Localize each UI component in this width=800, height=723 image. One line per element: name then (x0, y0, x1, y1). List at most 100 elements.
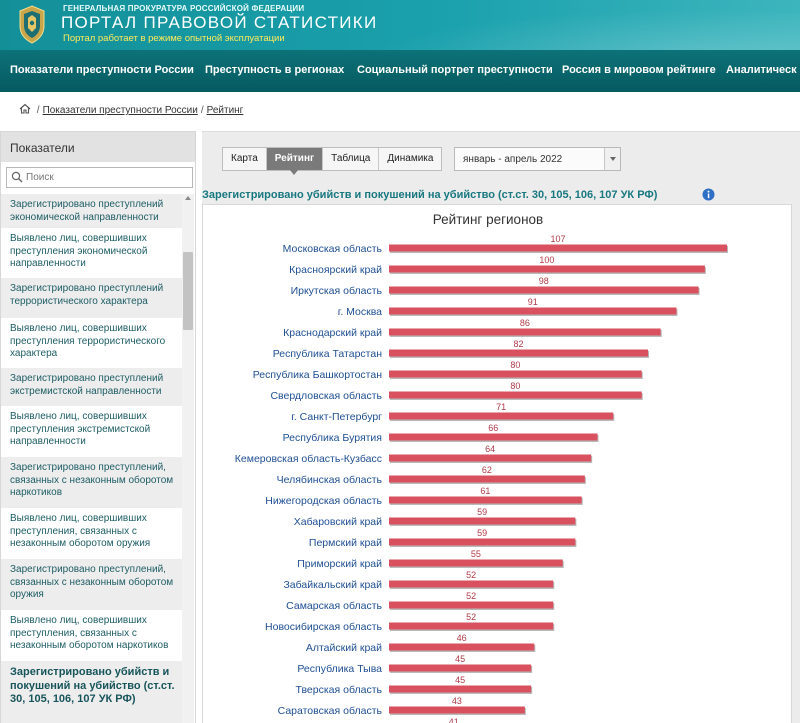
tab-map[interactable]: Карта (223, 148, 267, 170)
bar[interactable] (389, 559, 563, 567)
bar-value-label: 66 (488, 423, 498, 433)
bar-value-label: 64 (485, 444, 495, 454)
nav-item-analytics[interactable]: Аналитическ (726, 64, 797, 76)
sidebar-item-extremist-persons[interactable]: Выявлено лиц, совершивших преступления э… (10, 411, 151, 447)
bar[interactable] (389, 706, 525, 714)
bar[interactable] (389, 265, 705, 273)
bar[interactable] (389, 601, 554, 609)
category-label: Пермский край (309, 537, 382, 549)
bar-value-label: 55 (471, 549, 481, 559)
chart-title: Рейтинг регионов (433, 212, 543, 227)
category-label: Саратовская область (278, 705, 383, 717)
sidebar-title: Показатели (10, 141, 75, 155)
search-box[interactable] (6, 167, 193, 188)
category-label: Хабаровский край (294, 516, 382, 528)
bar-value-label: 52 (466, 612, 476, 622)
sidebar-item-weapons-persons[interactable]: Выявлено лиц, совершивших преступления, … (10, 513, 151, 549)
bar-value-label: 98 (539, 276, 549, 286)
category-label: Республика Татарстан (273, 348, 383, 360)
bar[interactable] (389, 391, 642, 399)
bar[interactable] (389, 643, 535, 651)
search-icon (11, 171, 23, 183)
sidebar-item-drug-persons[interactable]: Выявлено лиц, совершивших преступления, … (10, 615, 169, 651)
category-label: Красноярский край (289, 264, 382, 276)
nav-item-crime-indicators[interactable]: Показатели преступности России (10, 64, 194, 76)
sidebar-item-murders[interactable]: Зарегистрировано убийств и покушений на … (1, 661, 182, 723)
chevron-down-icon[interactable] (604, 148, 620, 170)
category-label: г. Москва (338, 306, 382, 318)
info-icon[interactable] (702, 188, 715, 201)
tab-table[interactable]: Таблица (323, 148, 380, 170)
bar-value-label: 82 (514, 339, 524, 349)
category-label: Самарская область (286, 600, 382, 612)
breadcrumb-link-crime-indicators[interactable]: Показатели преступности России (42, 105, 198, 116)
section-title: Зарегистрировано убийств и покушений на … (202, 189, 658, 201)
bar[interactable] (389, 475, 585, 483)
bar-value-label: 59 (477, 528, 487, 538)
bar[interactable] (389, 286, 699, 294)
category-label: Нижегородская область (265, 495, 382, 507)
bar[interactable] (389, 433, 598, 441)
bar-value-label: 46 (457, 633, 467, 643)
nav-item-regions[interactable]: Преступность в регионах (205, 64, 345, 76)
category-label: Новосибирская область (265, 621, 382, 633)
category-label: Республика Бурятия (283, 432, 382, 444)
bar[interactable] (389, 685, 532, 693)
bar[interactable] (389, 454, 592, 462)
bar-value-label: 100 (539, 255, 554, 265)
bar-value-label: 41 (449, 717, 459, 723)
bar[interactable] (389, 538, 576, 546)
sidebar-item-extremist-crimes[interactable]: Зарегистрировано преступлений экстремист… (1, 368, 182, 406)
bar-value-label: 45 (455, 675, 465, 685)
sidebar-item-economic-persons[interactable]: Выявлено лиц, совершивших преступления э… (10, 233, 148, 269)
breadcrumb-link-rating[interactable]: Рейтинг (206, 105, 244, 116)
sidebar-item-drug-crimes[interactable]: Зарегистрировано преступлений, связанных… (1, 457, 182, 508)
bar[interactable] (389, 370, 642, 378)
sidebar-item-terror-persons[interactable]: Выявлено лиц, совершивших преступления т… (10, 323, 166, 359)
nav-item-world-rating[interactable]: Россия в мировом рейтинге (562, 64, 716, 76)
bar[interactable] (389, 496, 582, 504)
category-label: Забайкальский край (283, 579, 382, 591)
bar[interactable] (389, 307, 677, 315)
portal-title[interactable]: ПОРТАЛ ПРАВОВОЙ СТАТИСТИКИ (61, 13, 378, 32)
sidebar-item-weapons-crimes[interactable]: Зарегистрировано преступлений, связанных… (1, 559, 182, 610)
view-tabs: Карта Рейтинг Таблица Динамика (222, 147, 443, 175)
bar-value-label: 86 (520, 318, 530, 328)
bar[interactable] (389, 244, 727, 252)
home-icon[interactable] (19, 103, 31, 114)
scrollbar-thumb[interactable] (183, 252, 193, 330)
nav-item-social-portrait[interactable]: Социальный портрет преступности (357, 64, 553, 76)
bar[interactable] (389, 349, 649, 357)
site-header: ГЕНЕРАЛЬНАЯ ПРОКУРАТУРА РОССИЙСКОЙ ФЕДЕР… (0, 0, 800, 50)
bar-value-label: 62 (482, 465, 492, 475)
bar[interactable] (389, 664, 532, 672)
main-nav: Показатели преступности России Преступно… (0, 50, 800, 92)
sidebar-item-economic-crimes[interactable]: Зарегистрировано преступлений экономичес… (1, 194, 182, 228)
org-name: ГЕНЕРАЛЬНАЯ ПРОКУРАТУРА РОССИЙСКОЙ ФЕДЕР… (63, 4, 305, 13)
tab-dynamics[interactable]: Динамика (387, 153, 434, 164)
category-label: г. Санкт-Петербург (291, 411, 382, 423)
sidebar-item-terror-crimes[interactable]: Зарегистрировано преступлений террористи… (1, 278, 182, 318)
tab-rating[interactable]: Рейтинг (266, 148, 324, 175)
bar[interactable] (389, 412, 614, 420)
bar-value-label: 80 (510, 360, 520, 370)
bar[interactable] (389, 580, 554, 588)
bar-value-label: 91 (528, 297, 538, 307)
bar-value-label: 52 (466, 570, 476, 580)
emblem-icon[interactable] (17, 4, 47, 44)
search-input[interactable] (26, 170, 186, 185)
category-label: Республика Башкортостан (253, 369, 382, 381)
header-decoration (300, 0, 800, 50)
breadcrumb-separator: / (36, 105, 40, 116)
sidebar-scrollbar[interactable] (182, 194, 194, 723)
period-selected-value: январь - апрель 2022 (463, 154, 563, 165)
rating-chart: Рейтинг регионов Московская область 107 Кр… (235, 212, 728, 723)
category-label: Иркутская область (291, 285, 383, 297)
bar[interactable] (389, 328, 661, 336)
sidebar-list: Зарегистрировано преступлений экономичес… (1, 194, 182, 723)
bar[interactable] (389, 517, 576, 525)
bar[interactable] (389, 622, 554, 630)
bar-value-label: 43 (452, 696, 462, 706)
period-select[interactable]: январь - апрель 2022 (454, 147, 621, 171)
scroll-up-arrow-icon[interactable] (185, 196, 191, 200)
